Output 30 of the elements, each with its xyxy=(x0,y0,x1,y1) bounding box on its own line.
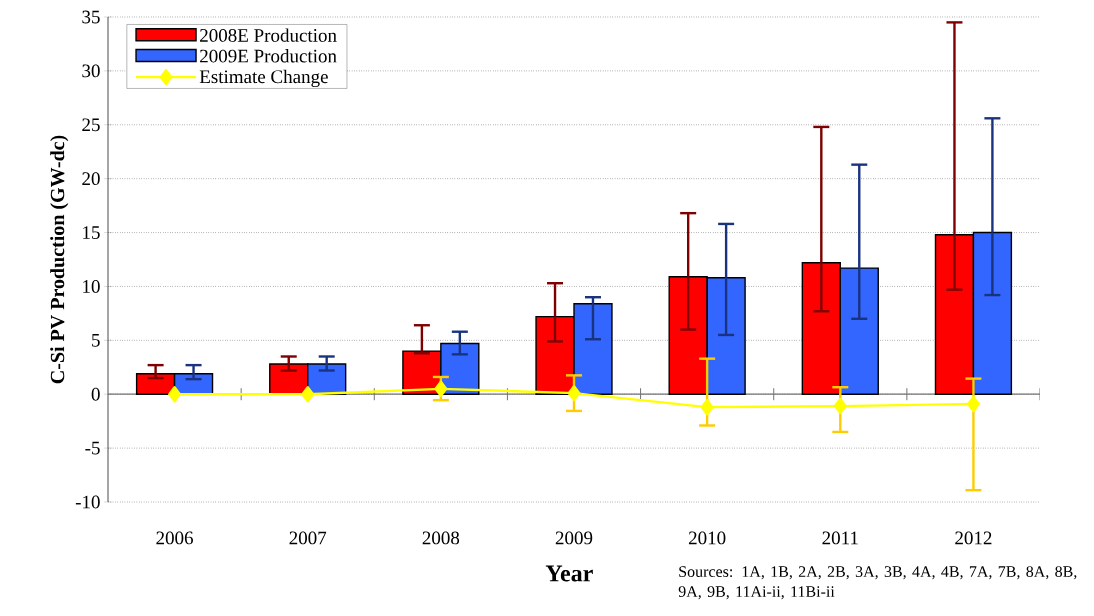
y-tick-label: 25 xyxy=(82,118,100,132)
y-tick-label: 15 xyxy=(83,226,100,239)
x-tick-label: 2008 xyxy=(422,531,460,545)
x-tick-label: 2007 xyxy=(289,531,327,545)
y-axis-title: C-Si PV Production (GW-dc) xyxy=(50,135,69,384)
point xyxy=(700,398,714,416)
y-tick-label: 5 xyxy=(92,334,100,347)
y-tick-label: -5 xyxy=(85,441,100,455)
point xyxy=(301,386,315,403)
y-tick-label: 0 xyxy=(91,387,100,401)
legend-label: 2008E Production xyxy=(200,28,337,42)
point xyxy=(434,380,448,398)
y-tick-label: 10 xyxy=(83,280,100,293)
y-tick-label: 30 xyxy=(82,64,100,78)
y-tick-label: 35 xyxy=(82,10,100,24)
point xyxy=(966,395,980,413)
point xyxy=(567,384,581,402)
y-tick-label: 20 xyxy=(82,172,100,186)
legend-label: 2009E Production xyxy=(200,49,337,63)
x-axis-title: Year xyxy=(545,565,593,582)
y-tick-label: -10 xyxy=(75,495,100,509)
x-tick-label: 2012 xyxy=(955,531,992,545)
point xyxy=(168,386,182,403)
point xyxy=(833,397,847,415)
x-tick-label: 2010 xyxy=(688,531,726,545)
source-note: Sources: 1A, 1B, 2A, 2B, 3A, 3B, 4A, 4B, 7A, 7B, 8A, 8B, 9A, 9B, 11Ai-ii, 11Bi-ii xyxy=(678,566,1077,600)
x-tick-label: 2009 xyxy=(555,531,593,545)
x-tick-label: 2011 xyxy=(822,531,858,545)
legend-label: Estimate Change xyxy=(199,69,328,88)
x-tick-label: 2006 xyxy=(156,531,194,545)
